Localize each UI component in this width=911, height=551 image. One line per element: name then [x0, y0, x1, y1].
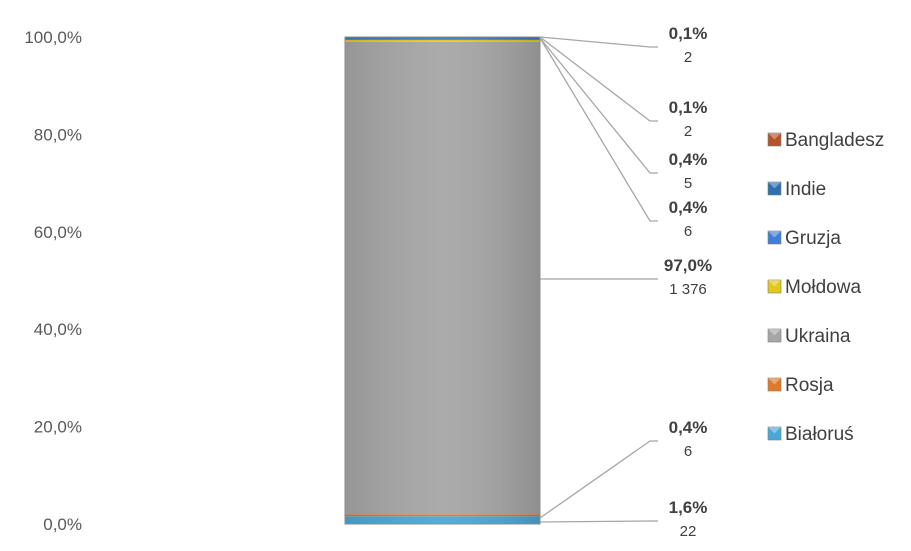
legend-item: Indie [767, 179, 826, 200]
legend-swatch-highlight [768, 231, 781, 238]
legend-swatch-highlight [768, 133, 781, 140]
data-label-percent: 97,0% [664, 256, 712, 275]
leader-lines [539, 36, 658, 523]
leader-line [539, 37, 658, 222]
leader-line [539, 36, 658, 122]
data-label-percent: 0,4% [669, 418, 708, 437]
legend-swatch [767, 377, 782, 392]
data-label-count: 2 [684, 123, 692, 140]
legend-label: Indie [785, 179, 826, 200]
legend-swatch [767, 328, 782, 343]
legend-label: Bangladesz [785, 130, 884, 151]
data-label-count: 5 [684, 175, 692, 192]
data-label-count: 1 376 [669, 281, 707, 298]
data-label-percent: 1,6% [669, 498, 708, 517]
data-label-count: 6 [684, 223, 692, 240]
legend-label: Białoruś [785, 424, 854, 445]
legend-swatch [767, 279, 782, 294]
y-axis: 0,0% 20,0% 40,0% 60,0% 80,0% 100,0% [24, 28, 82, 534]
data-label-percent: 0,1% [669, 98, 708, 117]
legend-label: Gruzja [785, 228, 841, 249]
leader-line [539, 520, 658, 523]
legend-item: Mołdowa [767, 277, 861, 298]
data-label-count: 2 [684, 49, 692, 66]
legend-swatch-highlight [768, 280, 781, 287]
legend-item: Bangladesz [767, 130, 884, 151]
data-label-percent: 0,4% [669, 150, 708, 169]
legend-label: Mołdowa [785, 277, 861, 298]
data-label-count: 22 [680, 523, 697, 540]
legend-item: Gruzja [767, 228, 841, 249]
legend-swatch-highlight [768, 427, 781, 434]
bar-shading [345, 37, 540, 524]
leader-line [539, 440, 658, 519]
legend-swatch [767, 181, 782, 196]
legend: Bangladesz Indie Gruzja Mołdowa Ukraina Rosja… [767, 130, 884, 445]
data-label-percent: 0,4% [669, 198, 708, 217]
legend-item: Rosja [767, 375, 834, 396]
legend-item: Białoruś [767, 424, 854, 445]
legend-swatch-highlight [768, 329, 781, 336]
legend-swatch-highlight [768, 182, 781, 189]
bar-outline [344, 36, 541, 525]
data-labels: 1,6% 22 0,4% 6 97,0% 1 376 0,4% 6 0,4% 5 0,1% 2 0,1%… [664, 24, 712, 540]
legend-swatch [767, 426, 782, 441]
legend-swatch [767, 132, 782, 147]
data-label-percent: 0,1% [669, 24, 708, 43]
y-tick-label: 100,0% [24, 28, 82, 47]
leader-line [539, 36, 658, 48]
y-tick-label: 60,0% [34, 223, 82, 242]
legend-swatch-highlight [768, 378, 781, 385]
y-tick-label: 20,0% [34, 418, 82, 437]
legend-label: Rosja [785, 375, 834, 396]
legend-swatch [767, 230, 782, 245]
y-tick-label: 80,0% [34, 125, 82, 144]
stacked-bar [344, 36, 541, 525]
legend-item: Ukraina [767, 326, 851, 347]
y-tick-label: 40,0% [34, 320, 82, 339]
legend-label: Ukraina [785, 326, 851, 347]
data-label-count: 6 [684, 443, 692, 460]
leader-line [539, 37, 658, 174]
y-tick-label: 0,0% [43, 515, 82, 534]
